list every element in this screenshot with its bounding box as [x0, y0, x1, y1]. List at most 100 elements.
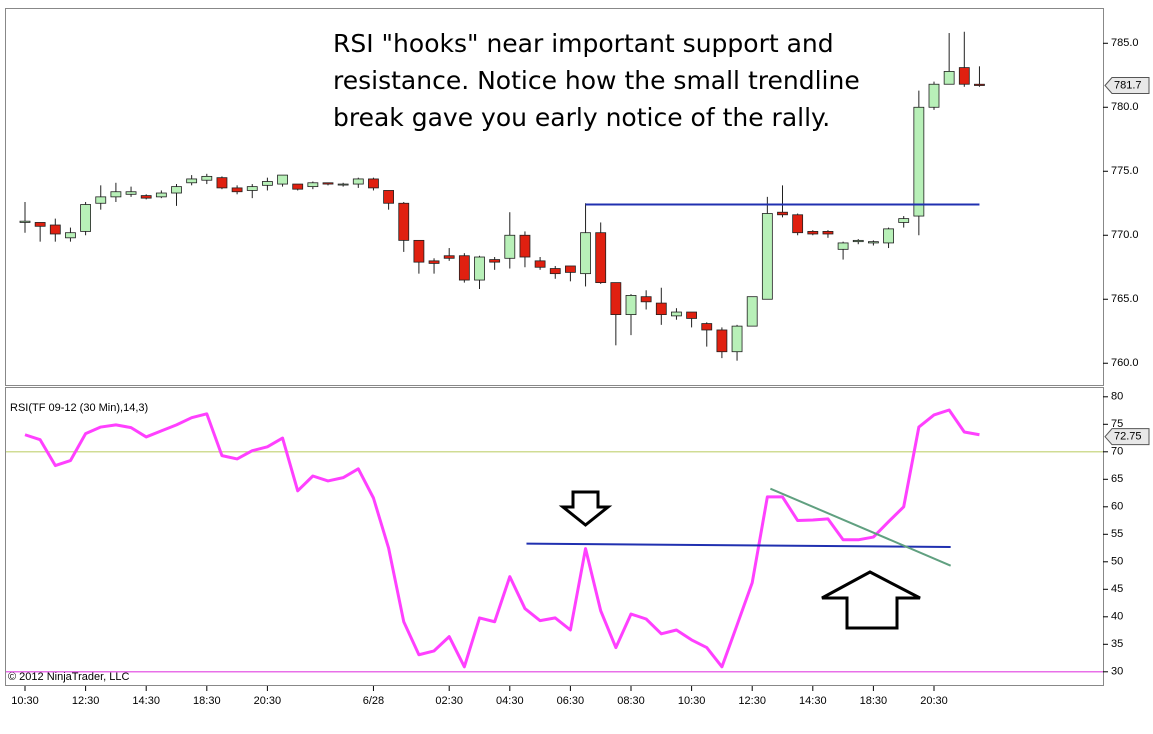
y-tick-label: 775.0	[1111, 165, 1139, 177]
drawn-line	[526, 542, 951, 548]
x-tick-label: 12:30	[72, 695, 100, 707]
candle-body	[792, 214, 804, 234]
last-value-box	[1104, 77, 1150, 95]
x-tick-label: 18:30	[860, 695, 888, 707]
last-value-label: 72.75	[1114, 431, 1142, 443]
candle-body	[534, 260, 546, 268]
last-value-box	[1104, 428, 1150, 446]
candle-body	[49, 224, 61, 235]
candle-body	[125, 191, 137, 195]
panel-label: RSI(TF 09-12 (30 Min),14,3)	[10, 402, 148, 414]
x-tick-label: 06:30	[557, 695, 585, 707]
drawn-line	[769, 487, 952, 567]
candle-body	[352, 178, 364, 185]
candle-body	[580, 232, 591, 275]
candle-body	[368, 178, 379, 189]
candle-body	[777, 211, 788, 216]
candle-body	[565, 265, 576, 273]
candle-body	[34, 222, 46, 227]
x-tick-label: 18:30	[193, 695, 221, 707]
candle-body	[474, 256, 485, 281]
y-tick-label: 30	[1111, 666, 1123, 678]
candle-body	[549, 268, 561, 275]
price-panel	[5, 8, 1104, 386]
candle-body	[852, 239, 864, 243]
x-tick-label: 02:30	[435, 695, 463, 707]
candle-body	[277, 174, 288, 185]
y-tick-label: 80	[1111, 391, 1123, 403]
candle-body	[943, 71, 955, 85]
x-tick-label: 10:30	[678, 695, 706, 707]
x-tick-label: 08:30	[617, 695, 645, 707]
x-tick-label: 14:30	[132, 695, 160, 707]
annotation: break gave you early notice of the rally…	[333, 103, 830, 132]
candle-body	[413, 239, 425, 263]
candle-body	[231, 187, 243, 193]
candle-body	[595, 232, 607, 284]
x-tick-label: 12:30	[738, 695, 766, 707]
y-tick-label: 780.0	[1111, 101, 1139, 113]
y-tick-label: 65	[1111, 473, 1123, 485]
candle-body	[671, 311, 682, 317]
y-tick-label: 35	[1111, 638, 1123, 650]
candle-body	[428, 260, 440, 264]
y-tick-label: 70	[1111, 446, 1123, 458]
candle-body	[458, 255, 470, 281]
candle-body	[898, 218, 910, 223]
candle-body	[19, 220, 31, 223]
candle-body	[80, 204, 91, 232]
y-tick-label: 45	[1111, 583, 1123, 595]
x-tick-label: 20:30	[920, 695, 948, 707]
candle-body	[974, 83, 985, 86]
candle-body	[201, 175, 213, 181]
candle-body	[731, 325, 743, 353]
candle-body	[155, 192, 167, 198]
candle-body	[883, 228, 894, 244]
y-tick-label: 765.0	[1111, 293, 1139, 305]
y-tick-label: 75	[1111, 418, 1123, 430]
candle-body	[807, 231, 819, 235]
x-tick-label: 14:30	[799, 695, 827, 707]
candle-body	[701, 323, 713, 331]
candle-body	[610, 282, 622, 316]
candle-body	[746, 296, 758, 327]
x-tick-label: 6/28	[363, 695, 384, 707]
y-tick-label: 760.0	[1111, 357, 1139, 369]
candle-body	[489, 259, 501, 263]
candle-body	[928, 83, 940, 108]
candle-body	[398, 202, 410, 241]
candle-body	[322, 182, 334, 185]
candle-body	[761, 213, 773, 300]
candle-body	[868, 241, 879, 244]
candle-body	[186, 178, 198, 184]
y-tick-label: 55	[1111, 528, 1123, 540]
annotation: RSI "hooks" near important support and	[333, 29, 834, 58]
candle-body	[65, 232, 76, 239]
rsi-line	[24, 408, 980, 669]
candle-body	[171, 186, 182, 194]
last-value-label: 781.7	[1114, 79, 1142, 91]
copyright: © 2012 NinjaTrader, LLC	[8, 671, 129, 683]
x-tick-label: 04:30	[496, 695, 524, 707]
y-tick-label: 60	[1111, 501, 1123, 513]
candle-body	[716, 329, 728, 353]
candle-body	[913, 106, 925, 217]
down-arrow	[558, 490, 613, 527]
rsi-panel	[5, 387, 1104, 686]
annotation: resistance. Notice how the small trendli…	[333, 66, 860, 95]
candle-body	[383, 190, 395, 204]
x-tick-label: 10:30	[11, 695, 39, 707]
candle-body	[822, 231, 834, 235]
candle-body	[261, 181, 273, 186]
y-tick-label: 40	[1111, 611, 1123, 623]
candle-body	[110, 191, 122, 198]
candle-body	[655, 302, 667, 316]
up-arrow	[821, 570, 921, 630]
candle-body	[443, 255, 455, 259]
candle-body	[95, 196, 107, 204]
candle-body	[640, 296, 652, 303]
y-tick-label: 770.0	[1111, 229, 1139, 241]
candle-body	[504, 234, 516, 259]
